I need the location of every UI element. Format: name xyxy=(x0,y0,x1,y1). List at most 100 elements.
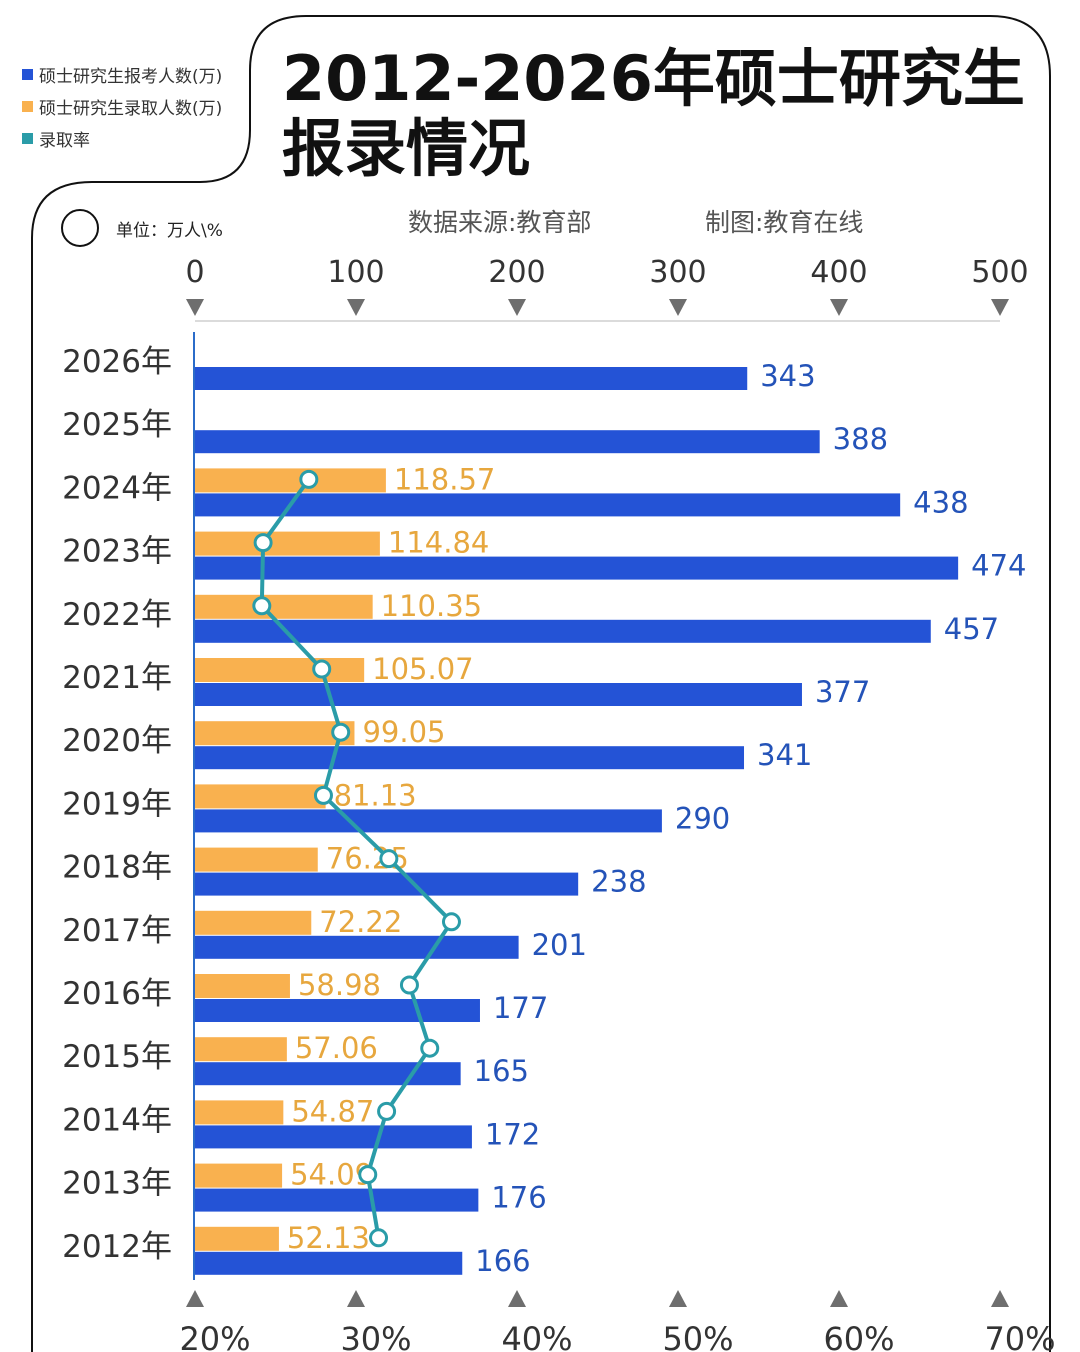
bar-applicants xyxy=(195,367,748,390)
bar-applicants-label: 438 xyxy=(913,485,968,519)
legend-label-admitted: 硕士研究生录取人数(万) xyxy=(39,98,223,119)
bottom-tick-marker xyxy=(186,1290,204,1307)
chart-title: 2012-2026年硕士研究生报录情况 xyxy=(282,42,1025,185)
bar-admitted xyxy=(195,847,318,872)
category-label: 2021年 xyxy=(62,660,172,696)
bar-applicants-label: 474 xyxy=(971,549,1026,583)
rate-point xyxy=(299,469,319,489)
bar-applicants xyxy=(195,809,662,833)
bottom-tick-label: 40% xyxy=(501,1320,572,1352)
bar-applicants xyxy=(195,683,802,706)
bar-applicants xyxy=(195,872,579,896)
bottom-tick-label: 30% xyxy=(340,1320,411,1352)
category-label: 2013年 xyxy=(62,1166,172,1202)
bar-admitted xyxy=(195,594,373,619)
rate-point xyxy=(358,1165,378,1185)
top-tick-marker xyxy=(347,299,365,316)
bar-applicants-label: 177 xyxy=(493,991,548,1025)
bar-applicants-label: 290 xyxy=(675,801,730,835)
bar-applicants xyxy=(195,746,745,770)
chart-maker: 制图:教育在线 xyxy=(705,208,864,237)
top-tick-label: 100 xyxy=(327,255,384,290)
rate-point xyxy=(377,1101,397,1121)
category-label: 2025年 xyxy=(62,407,172,443)
category-label: 2023年 xyxy=(62,534,172,570)
rate-point xyxy=(441,912,461,932)
category-label: 2022年 xyxy=(62,597,172,633)
bar-admitted xyxy=(195,531,380,556)
category-label: 2015年 xyxy=(62,1039,172,1075)
bottom-tick-marker xyxy=(991,1290,1009,1307)
bar-applicants xyxy=(195,1188,479,1212)
rate-point xyxy=(399,975,419,995)
legend-label-applicants: 硕士研究生报考人数(万) xyxy=(39,66,223,87)
bottom-tick-marker xyxy=(830,1290,848,1307)
category-label: 2012年 xyxy=(62,1229,172,1265)
bar-admitted-label: 54.87 xyxy=(291,1094,374,1128)
bar-applicants xyxy=(195,935,519,959)
bar-admitted xyxy=(195,468,386,493)
category-label: 2014年 xyxy=(62,1102,172,1138)
top-tick-label: 500 xyxy=(971,255,1028,290)
bar-applicants-label: 238 xyxy=(591,865,646,899)
top-tick-marker xyxy=(830,299,848,316)
bottom-tick-marker xyxy=(508,1290,526,1307)
bar-admitted-label: 58.98 xyxy=(298,968,381,1002)
bar-applicants xyxy=(195,1062,461,1086)
category-label: 2017年 xyxy=(62,913,172,949)
category-label: 2016年 xyxy=(62,976,172,1012)
data-source: 数据来源:教育部 xyxy=(408,208,592,237)
bar-applicants xyxy=(195,556,959,580)
legend-item-admitted: 硕士研究生录取人数(万) xyxy=(22,90,222,122)
legend-label-rate: 录取率 xyxy=(39,130,90,151)
legend-swatch-applicants xyxy=(22,68,33,80)
bar-applicants-label: 165 xyxy=(474,1054,529,1088)
legend-swatch-admitted xyxy=(22,100,33,112)
bar-applicants xyxy=(195,1125,472,1149)
category-label: 2019年 xyxy=(62,786,172,822)
bar-applicants xyxy=(195,1251,463,1275)
bar-admitted xyxy=(195,1037,287,1062)
legend-item-applicants: 硕士研究生报考人数(万) xyxy=(22,58,222,90)
rate-point xyxy=(331,722,351,742)
category-label: 2026年 xyxy=(62,344,172,380)
rate-point xyxy=(252,596,272,616)
bar-applicants-label: 201 xyxy=(532,928,587,962)
rate-point xyxy=(253,533,273,553)
bar-applicants-label: 341 xyxy=(757,738,812,772)
bar-admitted-label: 118.57 xyxy=(394,462,495,496)
rate-point xyxy=(369,1228,389,1248)
bar-admitted-label: 110.35 xyxy=(381,589,482,623)
rate-point xyxy=(312,659,332,679)
bar-admitted xyxy=(195,784,326,809)
bar-admitted xyxy=(195,721,355,746)
top-tick-label: 300 xyxy=(649,255,706,290)
top-tick-label: 200 xyxy=(488,255,545,290)
top-tick-label: 0 xyxy=(185,255,204,290)
bar-applicants-label: 377 xyxy=(815,675,870,709)
bar-admitted xyxy=(195,658,365,682)
top-tick-marker xyxy=(508,299,526,316)
bottom-tick-label: 60% xyxy=(823,1320,894,1352)
top-tick-marker xyxy=(991,299,1009,316)
bar-admitted-label: 72.22 xyxy=(319,905,402,939)
bar-admitted-label: 114.84 xyxy=(388,526,489,560)
bottom-tick-marker xyxy=(347,1290,365,1307)
rate-point xyxy=(313,785,333,805)
bottom-tick-label: 70% xyxy=(984,1320,1055,1352)
bar-applicants-label: 388 xyxy=(833,422,888,456)
rate-point xyxy=(379,849,399,869)
bottom-tick-marker xyxy=(669,1290,687,1307)
unit-label: 单位：万人\% xyxy=(116,221,223,241)
top-tick-marker xyxy=(186,299,204,316)
category-label: 2020年 xyxy=(62,723,172,759)
bar-applicants xyxy=(195,430,820,454)
bar-admitted xyxy=(195,1226,279,1251)
bar-applicants-label: 172 xyxy=(485,1117,540,1151)
rate-point xyxy=(420,1038,440,1058)
bottom-tick-label: 20% xyxy=(179,1320,250,1352)
legend: 硕士研究生报考人数(万) 硕士研究生录取人数(万) 录取率 xyxy=(22,58,222,154)
bar-admitted-label: 105.07 xyxy=(372,652,473,686)
